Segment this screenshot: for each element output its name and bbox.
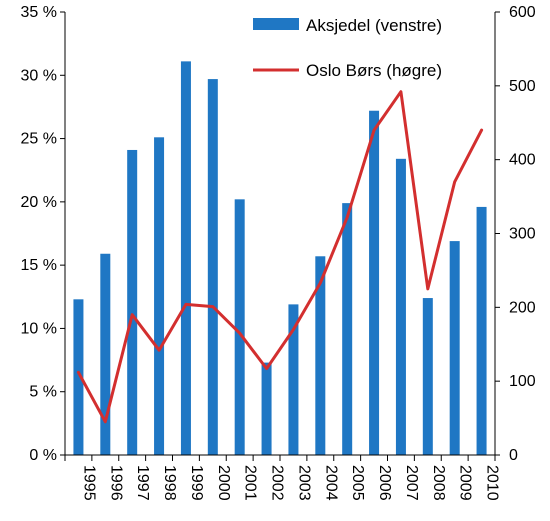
bar-1995 (73, 299, 84, 455)
bar-1996 (100, 253, 111, 455)
left-tick-label: 5 % (29, 384, 57, 401)
right-tick-label: 300 (509, 226, 536, 243)
line-series (76, 90, 484, 424)
x-tick-label: 1998 (161, 465, 178, 501)
x-tick-label: 1999 (188, 465, 205, 501)
bar-2009 (449, 241, 460, 455)
bar-2008 (422, 298, 433, 455)
right-tick-label: 200 (509, 299, 536, 316)
right-tick-label: 0 (509, 447, 518, 464)
x-tick-label: 2003 (295, 465, 312, 501)
legend-label-bar: Aksjedel (venstre) (306, 16, 442, 35)
x-tick-label: 2000 (215, 465, 232, 501)
bar-2006 (369, 110, 380, 456)
right-axis: 0 100 200 300 400 500 600 (494, 4, 536, 464)
bar-2001 (234, 199, 245, 455)
right-tick-label: 600 (509, 4, 536, 21)
legend: Aksjedel (venstre) Oslo Børs (høgre) (253, 16, 442, 80)
x-tick-label: 2004 (322, 465, 339, 501)
left-tick-label: 30 % (21, 67, 57, 84)
left-tick-label: 25 % (21, 131, 57, 148)
x-tick-label: 2001 (242, 465, 259, 501)
x-tick-label: 2006 (376, 465, 393, 501)
bar-1998 (154, 137, 165, 455)
bar-2004 (315, 256, 326, 455)
x-tick-label: 1995 (80, 465, 97, 501)
oslo-bors-line (76, 90, 484, 424)
x-tick-label: 2009 (457, 465, 474, 501)
bar-2000 (207, 79, 218, 455)
left-tick-label: 20 % (21, 194, 57, 211)
legend-label-line: Oslo Børs (høgre) (306, 61, 442, 80)
right-tick-label: 400 (509, 152, 536, 169)
x-tick-label: 2010 (484, 465, 501, 501)
x-tick-label: 2007 (403, 465, 420, 501)
bar-2005 (342, 203, 353, 455)
legend-swatch-bar (253, 18, 299, 30)
left-tick-label: 35 % (21, 4, 57, 21)
left-tick-label: 15 % (21, 257, 57, 274)
bar-series (73, 61, 487, 456)
left-axis: 0 % 5 % 10 % 15 % 20 % 25 % 30 % 35 % (21, 4, 66, 464)
bar-2010 (476, 206, 487, 455)
bar-1997 (127, 149, 138, 455)
x-tick-label: 1996 (107, 465, 124, 501)
bar-2003 (288, 304, 299, 455)
bar-1999 (180, 61, 191, 456)
x-tick-label: 1997 (134, 465, 151, 501)
left-tick-label: 0 % (29, 447, 57, 464)
right-tick-label: 500 (509, 78, 536, 95)
right-tick-label: 100 (509, 373, 536, 390)
bar-2002 (261, 362, 272, 455)
left-tick-label: 10 % (21, 320, 57, 337)
x-tick-label: 2008 (430, 465, 447, 501)
x-tick-label: 2002 (269, 465, 286, 501)
x-axis: 1995 1996 1997 1998 1999 2000 2001 2002 2003 2004… (64, 454, 501, 501)
bar-2007 (395, 158, 406, 455)
x-tick-label: 2005 (349, 465, 366, 501)
